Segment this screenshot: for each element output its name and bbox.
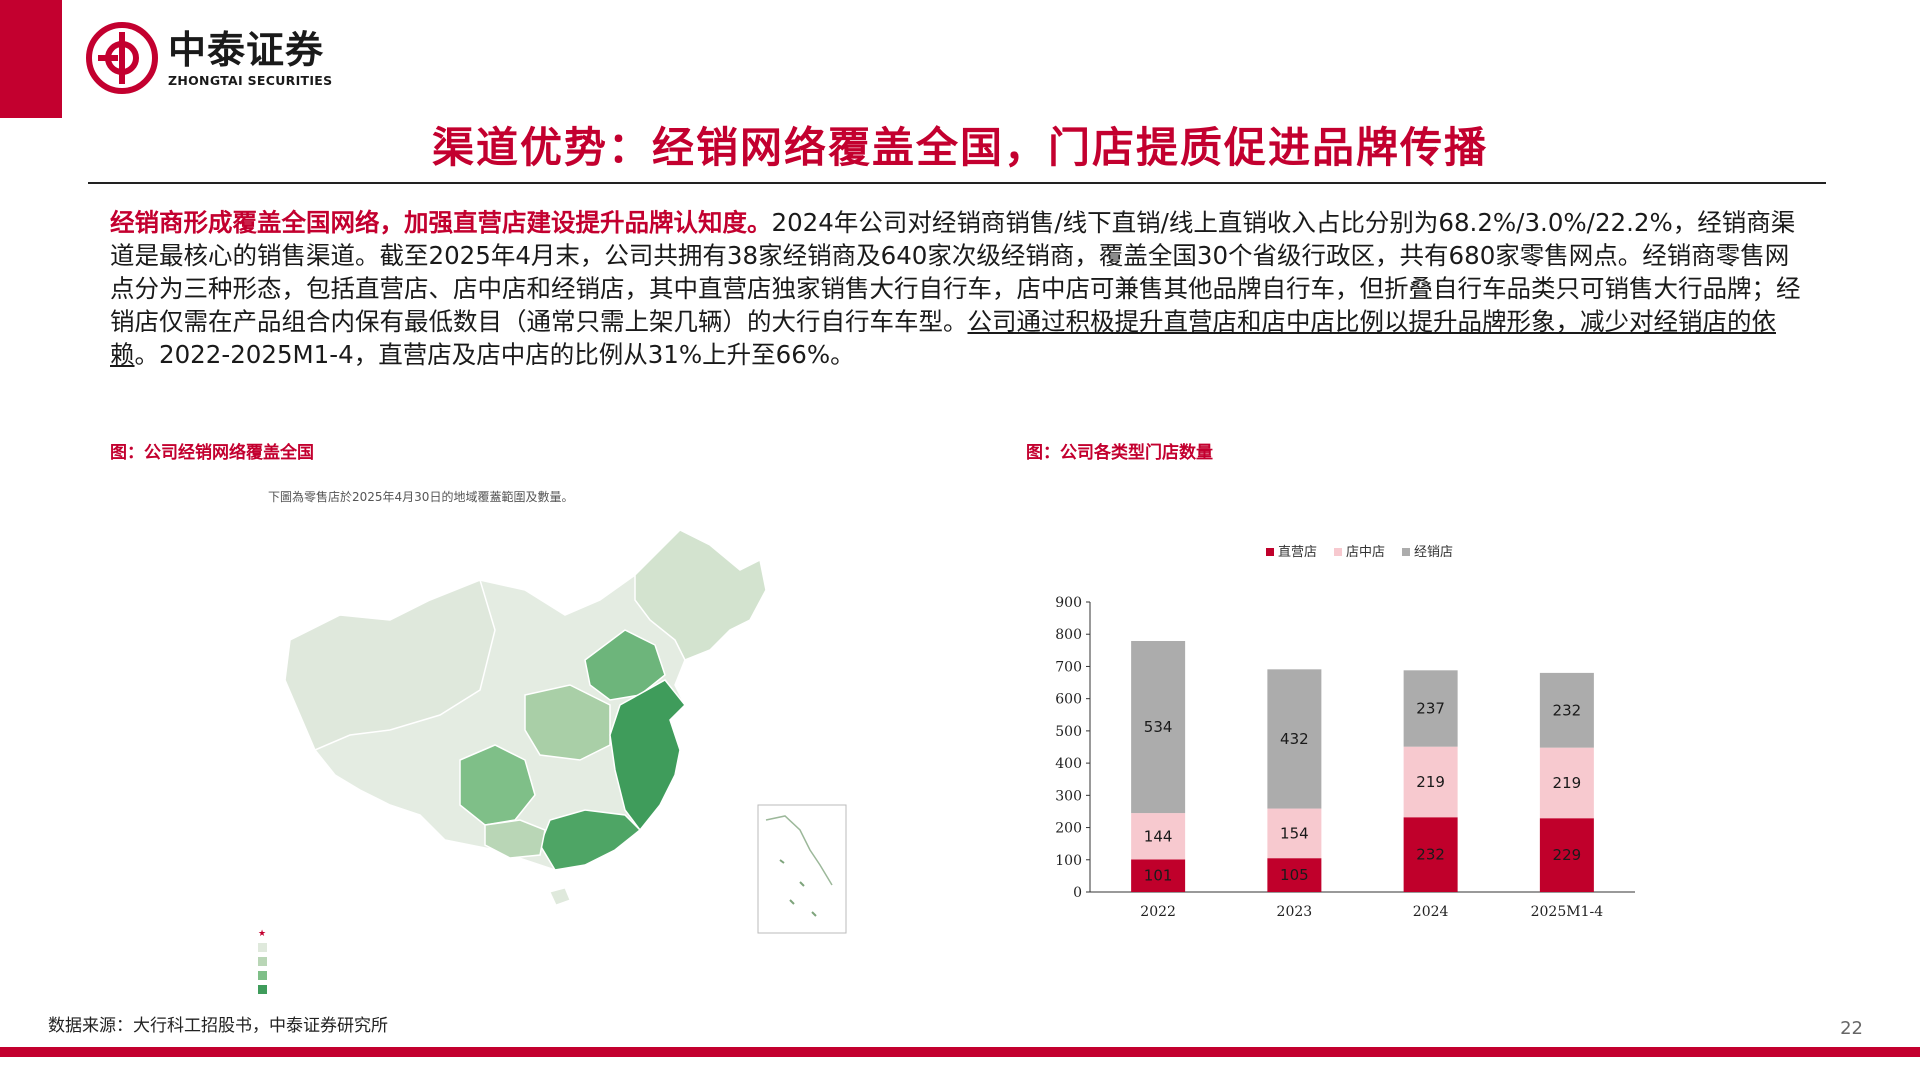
y-tick-label-7: 700	[1055, 659, 1082, 675]
bar-1-2	[1267, 669, 1322, 809]
bar-0-0	[1131, 859, 1186, 892]
page-title: 渠道优势：经销网络覆盖全国，门店提质促进品牌传播	[431, 123, 1488, 172]
bar-label-3-1: 219	[1553, 774, 1582, 792]
map-legend: ★	[258, 928, 273, 998]
body-part1: 2024年公司对经销商销售/线下直销/线上直销收入占比分别为68.2%/3.0%…	[110, 208, 1801, 336]
bar-2-1	[1403, 746, 1458, 818]
page-number: 22	[1840, 1018, 1863, 1039]
bar-label-0-2: 534	[1144, 718, 1173, 736]
bar-2-2	[1403, 670, 1458, 747]
legend-label-1: 店中店	[1346, 545, 1385, 560]
bar-1-0	[1267, 858, 1322, 892]
map-region-southwest	[484, 819, 546, 859]
title-divider	[88, 182, 1826, 184]
x-tick-label-1: 2023	[1277, 904, 1313, 920]
map-region-west	[284, 578, 496, 751]
legend-label-2: 经销店	[1414, 545, 1453, 560]
legend-swatch-2	[258, 957, 267, 966]
x-tick-label-2: 2024	[1413, 904, 1449, 920]
map-region-south	[539, 809, 642, 871]
x-tick-label-3: 2025M1-4	[1531, 904, 1604, 920]
legend-swatch-3	[258, 971, 267, 980]
bar-label-3-2: 232	[1553, 701, 1582, 719]
legend-swatch-2	[1402, 548, 1410, 556]
y-tick-label-9: 900	[1055, 595, 1082, 611]
map-region-east-coast	[609, 679, 687, 832]
legend-label-0: 直营店	[1278, 545, 1317, 560]
map-inset-coast	[765, 815, 833, 886]
legend-swatch-0	[1266, 548, 1274, 556]
bar-3-0	[1539, 818, 1594, 892]
bar-2-0	[1403, 817, 1458, 892]
bar-label-1-0: 105	[1280, 866, 1309, 884]
bar-3-2	[1539, 672, 1594, 748]
bar-label-2-1: 219	[1416, 773, 1445, 791]
bar-label-1-2: 432	[1280, 730, 1309, 748]
body-lead: 经销商形成覆盖全国网络，加强直营店建设提升品牌认知度。	[110, 208, 772, 237]
brand-side-bar	[0, 0, 62, 118]
legend-swatch-1	[258, 943, 267, 952]
y-tick-label-0: 0	[1073, 885, 1082, 901]
bar-0-2	[1131, 640, 1186, 814]
bar-0-1	[1131, 813, 1186, 860]
bar-1-1	[1267, 808, 1322, 859]
logo: 中泰证券 ZHONGTAI SECURITIES	[86, 22, 332, 94]
map-region-northeast	[634, 529, 767, 661]
bar-label-1-1: 154	[1280, 824, 1309, 842]
legend-swatch-4	[258, 985, 267, 994]
y-tick-label-8: 800	[1055, 627, 1082, 643]
x-tick-label-0: 2022	[1140, 904, 1176, 920]
map-region-sichuan	[459, 744, 536, 826]
china-coverage-map	[284, 529, 847, 934]
footer-bar	[0, 1047, 1920, 1057]
map-region-north	[584, 629, 666, 701]
map-region-hainan	[549, 887, 571, 906]
y-tick-label-6: 600	[1055, 692, 1082, 708]
bar-label-2-2: 237	[1416, 699, 1445, 717]
bar-label-2-0: 232	[1416, 846, 1445, 864]
y-tick-label-2: 200	[1055, 821, 1082, 837]
map-inset-islands	[779, 859, 817, 917]
chart-bars: 101 144 534 2022 105 154 432 2023 232 219 237 2024 2…	[1131, 640, 1604, 920]
map-south-sea-inset	[757, 804, 847, 934]
bar-label-0-0: 101	[1144, 867, 1173, 885]
chart-axes: 0 100 200 300 400 500 600 700 800 900	[1055, 595, 1635, 901]
chart-legend: 直营店 店中店 经销店	[1266, 545, 1453, 560]
logo-name-cn: 中泰证券	[168, 27, 325, 72]
y-tick-label-4: 400	[1055, 756, 1082, 772]
body-paragraph: 经销商形成覆盖全国网络，加强直营店建设提升品牌认知度。2024年公司对经销商销售…	[110, 206, 1810, 371]
logo-mark-icon	[86, 22, 158, 94]
map-subtitle: 下圖為零售店於2025年4月30日的地域覆蓋範圍及數量。	[268, 490, 574, 504]
chart-caption: 图：公司各类型门店数量	[1026, 443, 1213, 463]
bar-3-1	[1539, 747, 1594, 819]
map-region-central	[524, 684, 611, 761]
store-count-chart: 直营店 店中店 经销店 0 100 200 300 400 500 600 700 800 900 1…	[1055, 545, 1635, 920]
y-tick-label-3: 300	[1055, 788, 1082, 804]
logo-name-en: ZHONGTAI SECURITIES	[168, 72, 333, 88]
legend-star-icon: ★	[258, 928, 267, 939]
source-note: 数据来源：大行科工招股书，中泰证券研究所	[48, 1016, 388, 1036]
y-tick-label-5: 500	[1055, 724, 1082, 740]
y-tick-label-1: 100	[1055, 853, 1082, 869]
bar-label-0-1: 144	[1144, 827, 1173, 845]
map-caption: 图：公司经销网络覆盖全国	[110, 443, 314, 463]
bar-label-3-0: 229	[1553, 846, 1582, 864]
legend-swatch-1	[1334, 548, 1342, 556]
body-underlined: 公司通过积极提升直营店和店中店比例以提升品牌形象，减少对经销店的依赖	[110, 307, 1776, 369]
body-part2: 。2022-2025M1-4，直营店及店中店的比例从31%上升至66%。	[134, 340, 855, 369]
